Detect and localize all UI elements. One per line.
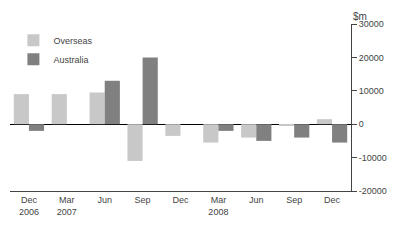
svg-text:Dec: Dec: [172, 195, 189, 205]
svg-text:Dec2006: Dec2006: [19, 195, 39, 217]
svg-text:10000: 10000: [359, 86, 384, 96]
svg-text:$m: $m: [353, 11, 367, 22]
svg-text:20000: 20000: [359, 53, 384, 63]
svg-text:-20000: -20000: [359, 186, 387, 196]
svg-text:Jun: Jun: [249, 195, 264, 205]
svg-text:Sep: Sep: [135, 195, 151, 205]
svg-text:Dec: Dec: [324, 195, 341, 205]
svg-text:Australia: Australia: [53, 55, 88, 65]
svg-text:Jun: Jun: [97, 195, 112, 205]
svg-text:Overseas: Overseas: [53, 36, 92, 46]
svg-text:-10000: -10000: [359, 153, 387, 163]
svg-text:Sep: Sep: [286, 195, 302, 205]
svg-text:Mar2007: Mar2007: [57, 195, 77, 217]
svg-text:0: 0: [359, 119, 364, 129]
svg-text:30000: 30000: [359, 19, 384, 29]
svg-text:Mar2008: Mar2008: [208, 195, 228, 217]
